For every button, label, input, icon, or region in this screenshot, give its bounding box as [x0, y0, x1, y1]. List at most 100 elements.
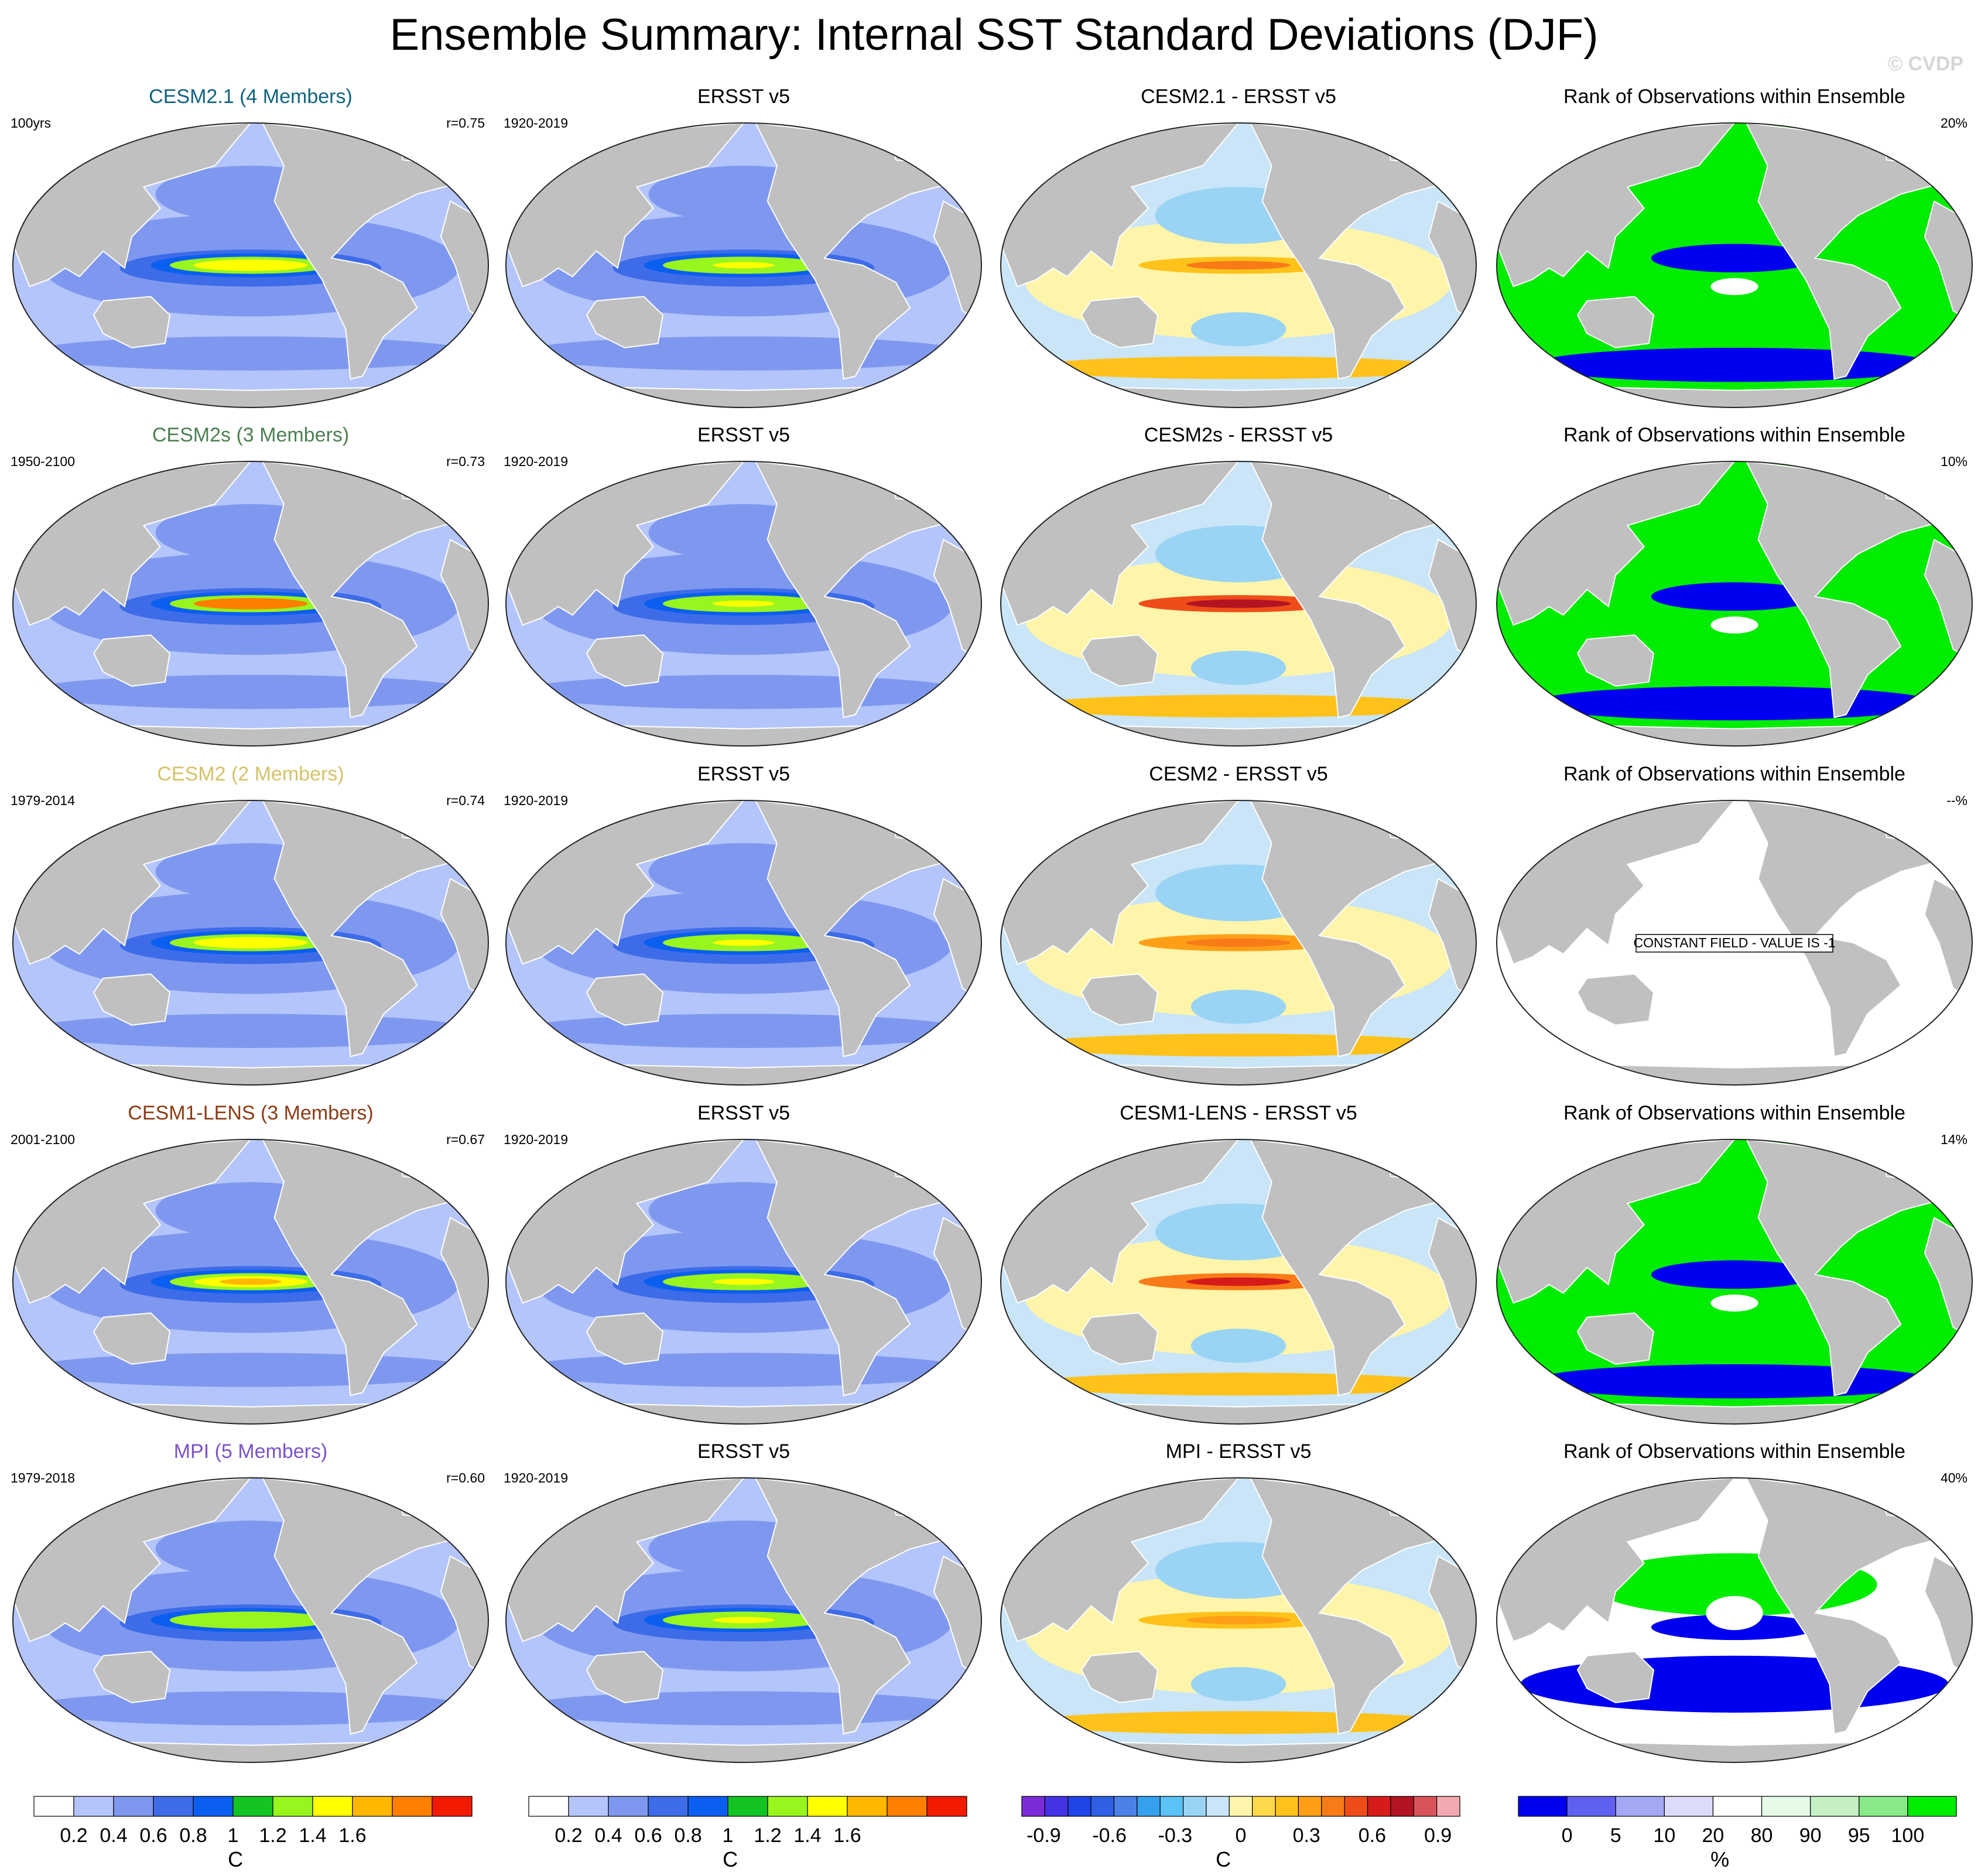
- land-greenland-p4-rank: [1881, 1484, 1926, 1519]
- map-p0-diff: [1001, 123, 1476, 408]
- map-p0-rank: [1497, 123, 1972, 408]
- land-australia-p3-model: [93, 1312, 171, 1365]
- field-band-p1-model-1: [25, 675, 477, 709]
- map-border-p2-obs: [505, 800, 982, 1086]
- colorbar-sd-model-swatch-7: [312, 1796, 353, 1817]
- colorbar-diff-swatch-3: [1090, 1796, 1115, 1817]
- field-band-p0-model-1: [25, 336, 477, 371]
- land-africa-p2-obs: [933, 878, 981, 1001]
- map-p4-rank: [1497, 1478, 1972, 1762]
- map-border-p2-model: [12, 800, 489, 1086]
- colorbar-diff-swatch-5: [1137, 1796, 1161, 1817]
- colorbar-sd-obs-unit: C: [723, 1847, 738, 1871]
- land-america-p0-diff: [1249, 123, 1449, 380]
- colorbar-diff-swatch-0: [1021, 1796, 1045, 1817]
- colorbar-sd-obs-swatch-2: [608, 1796, 649, 1817]
- land-australia-p0-rank: [1576, 296, 1655, 348]
- colorbar-sd-model-label-5: 1.2: [259, 1824, 286, 1847]
- colorbar-sd-obs-swatch-8: [847, 1796, 888, 1817]
- colorbar-diff-swatch-6: [1159, 1796, 1184, 1817]
- land-australia-p4-diff: [1080, 1651, 1159, 1703]
- figure-title: Ensemble Summary: Internal SST Standard …: [389, 10, 1599, 60]
- land-australia-p4-model: [93, 1651, 171, 1703]
- land-america-p0-rank: [1745, 123, 1945, 380]
- model-period-row2: 1979-2014: [11, 793, 75, 808]
- field-band-p3-obs-1: [518, 1353, 970, 1387]
- land-africa-p3-obs: [933, 1217, 981, 1340]
- field-band-p1-diff-4: [1186, 599, 1291, 608]
- land-australia-p1-rank: [1576, 634, 1655, 687]
- rank-title-row3: Rank of Observations within Ensemble: [1563, 1102, 1905, 1124]
- colorbar-sd-obs-swatch-5: [727, 1796, 768, 1817]
- field-band-p1-rank-1: [1651, 582, 1818, 611]
- colorbar-sd-model-swatch-3: [153, 1796, 194, 1817]
- map-border-p1-diff: [1000, 461, 1477, 747]
- colorbar-diff-swatch-10: [1252, 1796, 1276, 1817]
- land-australia-p2-diff: [1080, 973, 1159, 1026]
- colorbar-rank-swatch-6: [1810, 1796, 1860, 1817]
- land-america-p4-rank: [1745, 1478, 1945, 1735]
- land-africa-p4-diff: [1428, 1555, 1476, 1678]
- field-band-p4-diff-2: [1190, 1667, 1286, 1702]
- land-africa-p3-model: [440, 1217, 488, 1340]
- land-america-p3-rank: [1745, 1139, 1945, 1396]
- land-africa-p1-model: [440, 539, 488, 662]
- colorbar-sd-model-label-2: 0.6: [139, 1824, 167, 1847]
- map-border-p0-obs: [505, 122, 982, 408]
- rank-title-row4: Rank of Observations within Ensemble: [1563, 1440, 1905, 1463]
- rank-percent-row1: 10%: [1941, 454, 1968, 469]
- map-border-p3-model: [12, 1139, 489, 1425]
- map-p0-obs: [506, 123, 981, 408]
- colorbar-rank-swatch-1: [1566, 1796, 1616, 1817]
- field-band-p1-diff-2: [1190, 651, 1286, 685]
- model-period-row0: 100yrs: [11, 115, 51, 131]
- colorbar-sd-obs-label-1: 0.4: [594, 1824, 622, 1847]
- model-title-row4: MPI (5 Members): [174, 1440, 328, 1463]
- rank-title-row1: Rank of Observations within Ensemble: [1563, 424, 1905, 446]
- colorbar-diff-swatch-16: [1390, 1796, 1414, 1817]
- field-band-p0-model-7: [220, 262, 282, 269]
- colorbar-diff-label-0: -0.9: [1026, 1824, 1061, 1847]
- land-america-p1-rank: [1745, 461, 1945, 718]
- land-greenland-p4-diff: [1385, 1484, 1430, 1519]
- land-greenland-p0-model: [397, 129, 442, 164]
- colorbar-rank-label-2: 10: [1653, 1824, 1675, 1847]
- colorbar-sd-model-swatch-1: [73, 1796, 114, 1817]
- land-australia-p0-obs: [586, 296, 664, 348]
- land-greenland-p2-diff: [1385, 806, 1430, 841]
- model-period-row4: 1979-2018: [11, 1470, 75, 1485]
- colorbar-diff-unit: C: [1216, 1847, 1231, 1871]
- colorbar-sd-model-swatch-2: [113, 1796, 154, 1817]
- map-p3-model: [13, 1139, 488, 1424]
- land-america-p3-diff: [1249, 1139, 1449, 1396]
- pattern-correlation-row2: r=0.74: [446, 793, 485, 808]
- obs-title-row1: ERSST v5: [697, 424, 790, 446]
- obs-period-row0: 1920-2019: [504, 115, 568, 131]
- field-band-p3-rank-2: [1710, 1294, 1758, 1312]
- land-america-p3-model: [261, 1139, 461, 1396]
- colorbar-rank-label-5: 90: [1799, 1824, 1822, 1847]
- model-title-row2: CESM2 (2 Members): [157, 763, 344, 785]
- map-border-p0-rank: [1496, 122, 1973, 408]
- colorbar-sd-obs-swatch-9: [887, 1796, 928, 1817]
- colorbar-rank-swatch-5: [1761, 1796, 1811, 1817]
- field-band-p3-model-1: [25, 1353, 477, 1387]
- field-band-p0-diff-4: [1186, 261, 1291, 270]
- colorbar-diff-swatch-2: [1067, 1796, 1091, 1817]
- colorbar-diff-swatch-8: [1206, 1796, 1230, 1817]
- land-australia-p0-diff: [1080, 296, 1159, 348]
- colorbar-sd-obs-label-5: 1.2: [754, 1824, 781, 1847]
- map-border-p3-rank: [1496, 1139, 1973, 1425]
- land-africa-p1-rank: [1924, 539, 1972, 662]
- colorbar-rank-label-4: 80: [1751, 1824, 1773, 1847]
- land-africa-p1-diff: [1428, 539, 1476, 662]
- land-america-p2-model: [261, 800, 461, 1057]
- diff-title-row0: CESM2.1 - ERSST v5: [1141, 85, 1336, 108]
- land-africa-p2-diff: [1428, 878, 1476, 1001]
- colorbar-rank-swatch-3: [1664, 1796, 1714, 1817]
- diff-title-row2: CESM2 - ERSST v5: [1149, 763, 1327, 785]
- colorbar-diff-swatch-14: [1344, 1796, 1368, 1817]
- field-band-p3-diff-4: [1186, 1277, 1291, 1286]
- colorbar-diff-swatch-7: [1182, 1796, 1207, 1817]
- land-america-p0-model: [261, 123, 461, 380]
